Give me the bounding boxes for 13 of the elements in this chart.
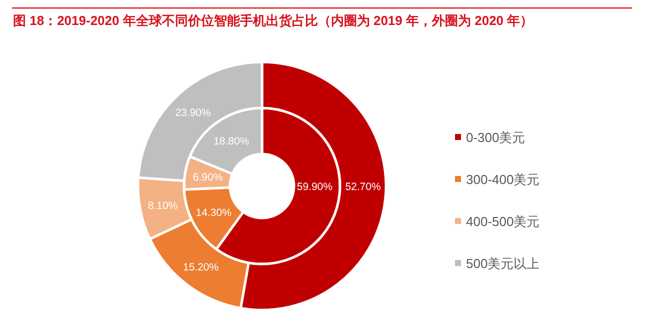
data-label: 14.30% [196, 207, 232, 220]
legend-label: 400-500美元 [466, 214, 540, 229]
data-label: 8.10% [148, 200, 178, 212]
legend-label: 500美元以上 [466, 256, 540, 271]
data-label: 59.90% [296, 181, 333, 193]
data-label: 52.70% [345, 181, 381, 193]
data-label: 15.20% [182, 261, 219, 274]
chart-title: 图 18：2019-2020 年全球不同价位智能手机出货占比（内圈为 2019 年，外圈为 2020 年） [13, 13, 534, 28]
data-label: 18.80% [214, 135, 250, 148]
legend-label: 0-300美元 [466, 130, 526, 145]
data-label: 23.90% [175, 107, 211, 120]
legend-label: 300-400美元 [466, 172, 540, 187]
data-label: 6.90% [192, 172, 223, 184]
